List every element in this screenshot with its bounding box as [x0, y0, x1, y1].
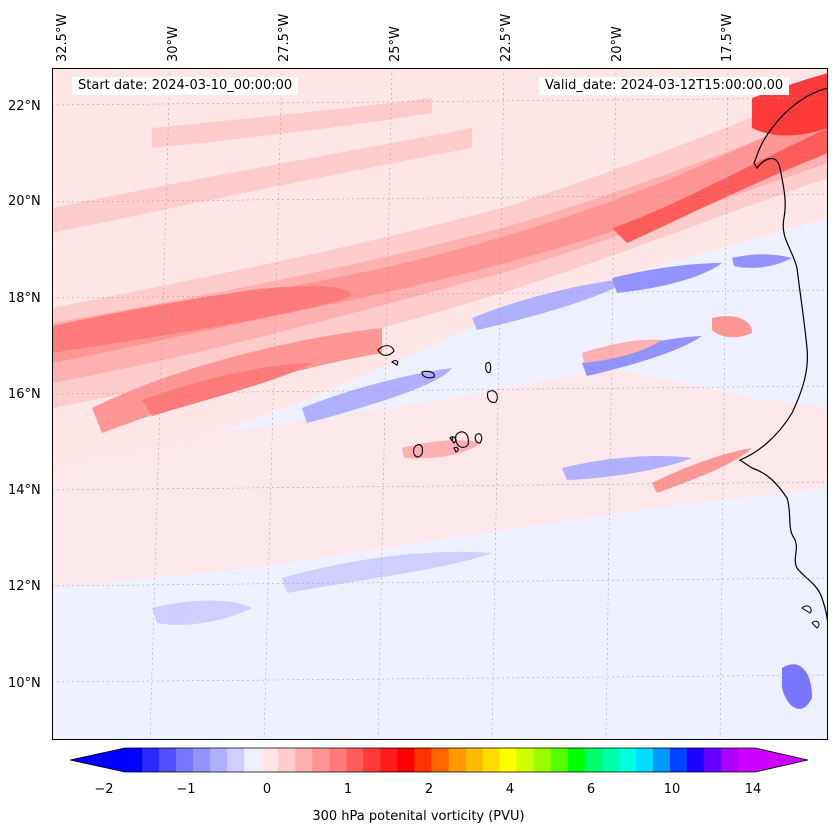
colorbar-swatch	[329, 748, 347, 772]
colorbar-swatch	[533, 748, 552, 772]
colorbar-swatch	[482, 748, 501, 772]
colorbar-title: 300 hPa potenital vorticity (PVU)	[312, 809, 525, 824]
colorbar-overflow-arrow	[755, 748, 808, 772]
colorbar-tick-label: 6	[586, 782, 596, 797]
colorbar-swatch	[516, 748, 535, 772]
latitude-label: 20°N	[8, 194, 41, 209]
pv-filament-north-1	[52, 128, 472, 233]
colorbar-swatch	[414, 748, 432, 772]
colorbar-swatch	[550, 748, 569, 772]
latitude-label: 18°N	[8, 291, 41, 306]
colorbar-swatch	[227, 748, 245, 772]
colorbar-swatch	[567, 748, 586, 772]
pv-cell-east-2	[582, 339, 662, 363]
longitude-label: 32.5°W	[55, 13, 70, 62]
pv-jet-band-peak	[52, 286, 352, 353]
pv-low-5	[562, 456, 692, 480]
coastline-islands-bissagos	[801, 605, 820, 629]
pv-low-8	[152, 600, 252, 625]
colorbar-swatch	[448, 748, 467, 772]
longitude-label: 17.5°W	[720, 13, 735, 62]
colorbar-swatch	[210, 748, 228, 772]
colorbar	[70, 747, 809, 773]
pv-low-6	[732, 254, 792, 268]
latitude-label: 12°N	[8, 579, 41, 594]
colorbar-swatch	[142, 748, 160, 772]
colorbar-swatch	[635, 748, 654, 772]
pv-low-7	[282, 551, 492, 593]
longitude-label: 22.5°W	[499, 13, 514, 62]
pv-low-3	[582, 336, 702, 376]
colorbar-swatch	[159, 748, 177, 772]
longitude-label: 27.5°W	[277, 13, 292, 62]
latitude-label: 14°N	[8, 483, 41, 498]
colorbar-swatch	[312, 748, 330, 772]
pv-cell-east-3	[712, 316, 752, 338]
pv-filament-north-2	[152, 98, 432, 148]
colorbar-tick-label: 4	[505, 782, 515, 797]
colorbar-outline	[70, 747, 809, 773]
colorbar-swatch	[584, 748, 603, 772]
colorbar-swatch	[686, 748, 705, 772]
colorbar-swatch	[669, 748, 688, 772]
colorbar-tick-label: 14	[744, 782, 762, 797]
map-frame	[52, 68, 828, 740]
colorbar-swatch	[295, 748, 313, 772]
colorbar-swatch	[176, 748, 194, 772]
colorbar-swatch	[720, 748, 739, 772]
colorbar-swatch	[652, 748, 671, 772]
latitude-label: 16°N	[8, 387, 41, 402]
colorbar-swatch	[346, 748, 364, 772]
pv-jet-band-peak-east	[612, 128, 828, 243]
colorbar-swatch	[397, 748, 415, 772]
longitude-label: 25°W	[388, 26, 403, 62]
colorbar-tick-label: 10	[663, 782, 681, 797]
colorbar-swatch	[431, 748, 450, 772]
colorbar-tick-label: 1	[343, 782, 353, 797]
colorbar-tick-label: 0	[262, 782, 272, 797]
pv-low-2	[472, 278, 632, 330]
latitude-label: 22°N	[8, 99, 41, 114]
graticule	[52, 68, 828, 740]
valid-date-label: Valid_date: 2024-03-12T15:00:00.00	[539, 77, 790, 95]
pv-max-northeast	[752, 73, 828, 136]
pv-low-4	[612, 263, 722, 293]
pv-low-9	[782, 664, 812, 709]
colorbar-swatch	[193, 748, 211, 772]
cape-verde-islands	[377, 345, 498, 458]
pv-band-southwest-core	[142, 363, 312, 416]
colorbar-swatch	[125, 748, 143, 772]
latitude-label: 10°N	[8, 676, 41, 691]
colorbar-swatch	[363, 748, 381, 772]
longitude-label: 30°W	[166, 26, 181, 62]
colorbar-swatch	[278, 748, 296, 772]
colorbar-swatch	[261, 748, 279, 772]
colorbar-swatch	[380, 748, 398, 772]
colorbar-tick-label: −1	[176, 782, 196, 797]
colorbar-swatch	[465, 748, 484, 772]
colorbar-swatch	[618, 748, 637, 772]
start-date-label: Start date: 2024-03-10_00:00:00	[72, 77, 299, 95]
colorbar-tick-label: −2	[94, 782, 114, 797]
colorbar-swatch	[499, 748, 518, 772]
coastline	[738, 87, 828, 629]
pv-cell-east-1	[652, 448, 752, 493]
colorbar-swatch	[601, 748, 620, 772]
longitude-label: 20°W	[610, 26, 625, 62]
colorbar-swatch	[244, 748, 262, 772]
colorbar-swatch	[703, 748, 722, 772]
colorbar-swatch	[737, 748, 756, 772]
pv-region-pale-central	[52, 368, 828, 588]
pv-low-1	[302, 368, 452, 423]
colorbar-underflow-arrow	[70, 748, 125, 772]
colorbar-tick-label: 2	[424, 782, 434, 797]
pv-map	[52, 68, 828, 740]
